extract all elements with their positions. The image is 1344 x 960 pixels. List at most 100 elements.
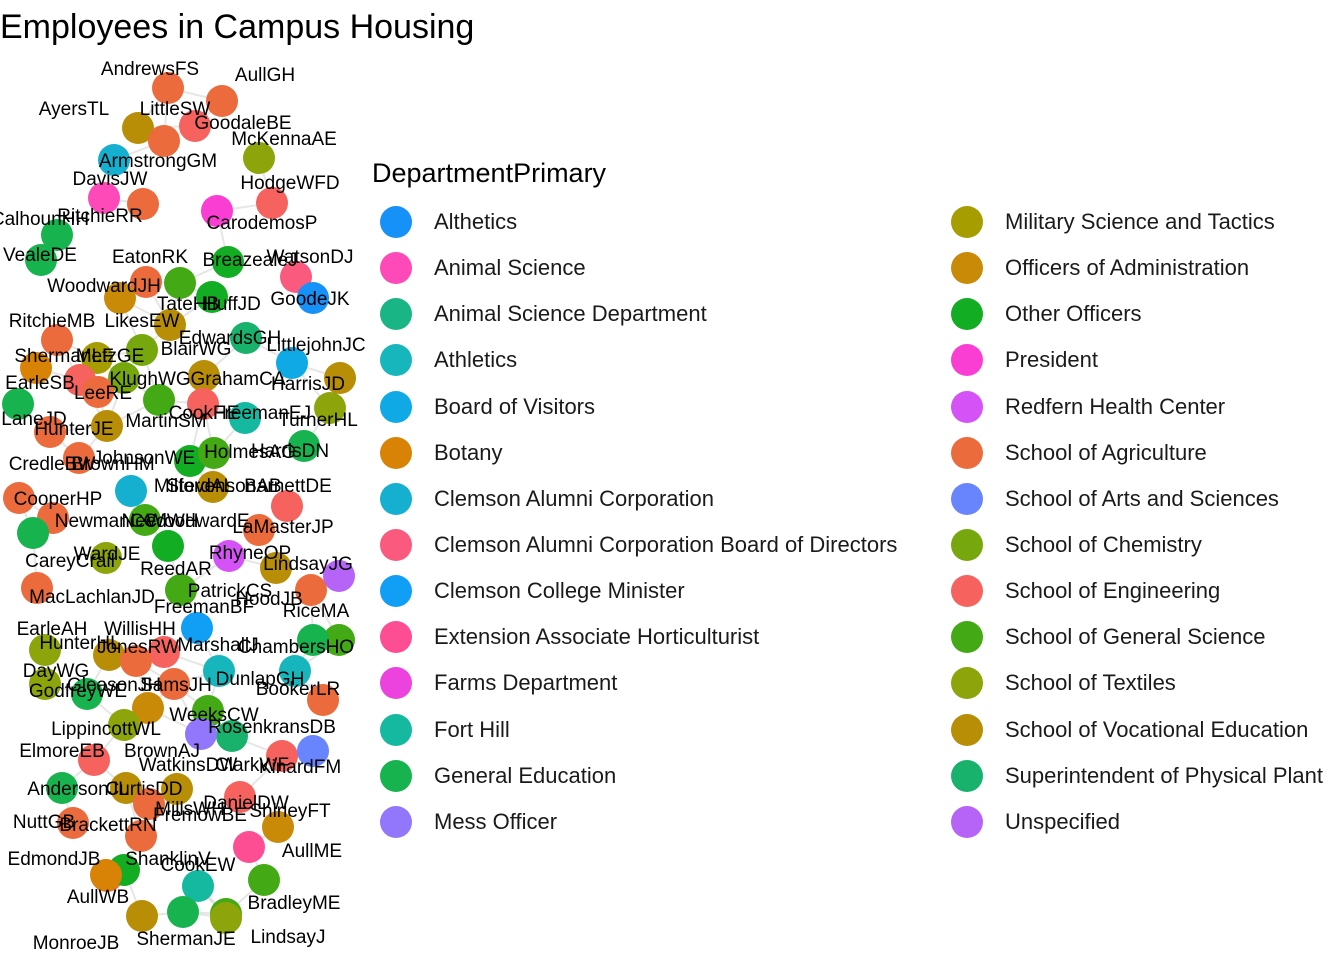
legend-label: School of Agriculture [1005,439,1207,465]
node-label: JonesRW [97,637,179,658]
network-node [2,388,34,420]
legend-label: Fort Hill [434,716,510,742]
legend-label: Other Officers [1005,301,1142,327]
network-node [243,142,275,174]
node-label: DayWG [23,661,90,682]
network-node [93,639,125,671]
legend-key [380,805,412,838]
network-node [104,282,136,314]
legend-label: School of General Science [1005,624,1266,650]
legend-key [951,805,983,838]
network-node [165,574,197,606]
legend-key [951,667,983,700]
network-node [110,772,142,804]
node-label: ChambersHO [238,637,354,658]
node-label: CooperHP [14,489,103,510]
node-label: ShermanJE [136,929,235,950]
chart-title: Employees in Campus Housing [0,8,475,46]
network-node [126,900,158,932]
node-label: NewmanCC [55,511,157,532]
network-node [90,859,122,891]
network-node [3,482,35,514]
legend-key [951,206,983,239]
network-node [324,362,356,394]
network-node [198,437,230,469]
node-label: EarleAH [17,619,88,640]
network-node [71,678,103,710]
node-label: LittlejohnJC [266,335,365,356]
legend-label: Athletics [434,347,518,373]
node-label: FreemanEJ [213,403,311,424]
legend-key [951,621,983,654]
node-label: EarleSB [5,373,75,394]
node-label: BrownHM [71,454,154,475]
legend-label: School of Engineering [1005,578,1221,604]
node-label: MilfordAL [154,476,234,497]
network-node [125,820,157,852]
legend-label: School of Vocational Education [1005,716,1309,742]
network-node [29,668,61,700]
node-label: ShanklinV [125,849,211,870]
legend-key [951,482,983,515]
legend-item: Farms Department [372,660,943,706]
network-node [262,811,294,843]
node-label: MartinSM [125,411,206,432]
network-node [148,125,180,157]
node-label: VealeDE [3,245,77,266]
network-node [17,517,49,549]
network-node [41,324,73,356]
network-node [271,490,303,522]
node-label: NeedWH [121,511,198,532]
network-node [314,392,346,424]
network-node [196,281,228,313]
legend-items: Althetics Animal Science Animal Science De… [372,199,1323,845]
node-label: LaMasterJP [232,517,333,538]
network-node [129,504,161,536]
node-label: HoodJB [235,589,303,610]
network-node [288,430,320,462]
network-node [307,684,339,716]
network-node [206,85,238,117]
node-label: EatonRK [112,247,188,268]
legend-key [380,206,412,239]
legend-label: Clemson Alumni Corporation Board of Dire… [434,532,898,558]
node-label: CarodemosP [207,213,318,234]
network-node [82,376,114,408]
node-label: FremowBE [153,805,247,826]
node-label: CookEW [161,855,236,876]
legend-item: Animal Science Department [372,291,943,337]
node-label: WardJE [74,544,141,565]
network-node [152,72,184,104]
network-node [323,560,355,592]
node-label: GoodaleBE [194,113,291,134]
network-node [216,720,248,752]
legend-key [380,759,412,792]
node-label: BrackettRN [59,815,156,836]
network-node [91,410,123,442]
network-node [21,572,53,604]
legend-label: Mess Officer [434,808,558,834]
legend-key [380,252,412,285]
node-label: EdmondJB [8,849,101,870]
legend-item: Military Science and Tactics [943,199,1313,245]
node-label: WoodwardJH [47,276,161,297]
network-node [148,636,180,668]
legend-item: School of Arts and Sciences [943,476,1313,522]
node-label: AullME [282,841,342,862]
legend-item: President [943,337,1313,383]
legend-label: Redfern Health Center [1005,393,1226,419]
network-node [25,244,57,276]
network-node [201,195,233,227]
network-node [29,634,61,666]
legend-item: School of General Science [943,614,1313,660]
legend-label: Military Science and Tactics [1005,209,1275,235]
node-label: RitchieMB [9,311,96,332]
network-node [203,655,235,687]
node-label: BradleyME [248,893,341,914]
network-node [182,870,214,902]
legend-item: School of Engineering [943,568,1313,614]
network-node [164,267,196,299]
legend-item: School of Textiles [943,660,1313,706]
legend-item: Clemson Alumni Corporation [372,476,943,522]
node-label: MacLachlanJD [29,587,155,608]
